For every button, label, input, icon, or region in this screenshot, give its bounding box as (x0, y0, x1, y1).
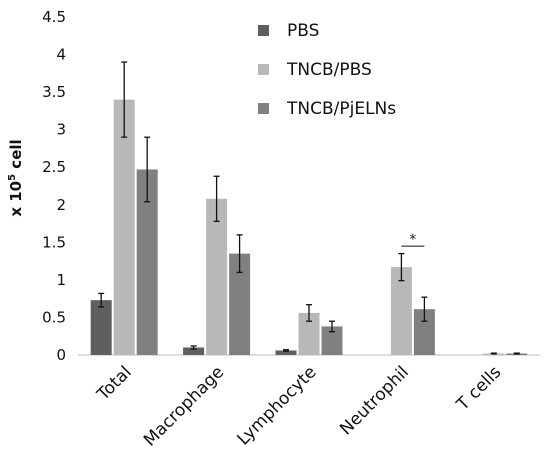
bar (390, 267, 412, 355)
error-bars (98, 61, 520, 355)
legend-label: TNCB/PjELNs (286, 99, 396, 119)
y-axis-label-superscript: 5 (7, 174, 18, 181)
annotations: * (401, 232, 425, 248)
y-tick-label: 1 (56, 271, 66, 289)
bar (90, 300, 112, 355)
y-tick-label: 2.5 (42, 158, 66, 176)
x-tick-label: Macrophage (140, 362, 228, 450)
y-tick-label: 3 (56, 121, 66, 139)
bar (298, 312, 320, 355)
bar (183, 347, 205, 355)
significance-marker: * (409, 232, 416, 248)
x-tick-label: Neutrophil (336, 362, 413, 439)
legend-swatch (258, 25, 269, 36)
y-tick-label: 0.5 (42, 308, 66, 326)
x-tick-label: Total (93, 362, 136, 405)
legend: PBS TNCB/PBS TNCB/PjELNs (258, 21, 396, 119)
bars (90, 99, 528, 355)
legend-swatch (258, 64, 269, 75)
bar (136, 169, 158, 355)
y-tick-label: 3.5 (42, 83, 66, 101)
bar (413, 309, 435, 355)
bar (113, 99, 135, 355)
bar (321, 326, 343, 355)
y-tick-label: 4.5 (42, 8, 66, 26)
bar (229, 253, 251, 355)
x-tick-label: Lymphocyte (234, 362, 321, 449)
y-tick-label: 2 (56, 196, 66, 214)
y-axis-label-unit: cell (7, 139, 25, 174)
legend-label: TNCB/PBS (286, 60, 372, 80)
y-axis-label-text: x 10 (7, 181, 25, 217)
bar (206, 198, 228, 355)
y-tick-label: 0 (56, 346, 66, 364)
y-tick-label: 1.5 (42, 233, 66, 251)
bar (275, 350, 297, 355)
legend-label: PBS (287, 21, 319, 41)
y-tick-label: 4 (56, 46, 66, 64)
x-tick-label: T cells (452, 362, 505, 415)
legend-swatch (258, 103, 269, 114)
y-axis-label: x 105 cell (7, 139, 25, 216)
